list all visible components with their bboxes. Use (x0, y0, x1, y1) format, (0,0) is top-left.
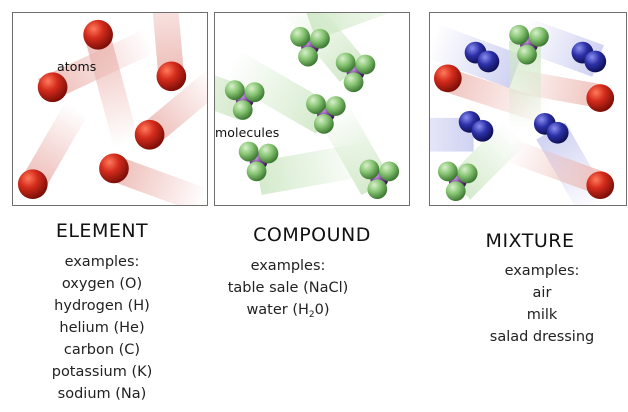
element-examples-heading: examples: (64, 254, 140, 270)
red-atom-icon (37, 72, 68, 103)
compound-examples-heading: examples: (250, 258, 326, 274)
molecules-annotation: molecules (215, 125, 280, 140)
list-item: salad dressing (489, 329, 595, 345)
list-item: table sale (NaCl) (227, 280, 349, 296)
list-item: water (H20) (190, 299, 386, 326)
element-illustration (17, 13, 207, 205)
element-title: ELEMENT (55, 220, 149, 242)
red-atom-icon (156, 61, 187, 92)
mixture-examples-heading: examples: (504, 263, 580, 279)
list-item: hydrogen (H) (54, 298, 150, 314)
list-item: sodium (Na) (57, 386, 147, 402)
red-atom-icon (134, 119, 165, 150)
list-item: potassium (K) (51, 364, 153, 380)
red-atom-icon (83, 19, 113, 50)
list-item: oxygen (O) (61, 276, 143, 292)
red-atom-icon (586, 84, 615, 112)
red-atom-icon (17, 169, 48, 200)
list-item: helium (He) (59, 320, 145, 336)
red-atom-icon (99, 153, 129, 184)
element-panel: atoms (12, 12, 208, 206)
element-examples: examples: oxygen (O) hydrogen (H) helium… (12, 251, 192, 405)
water-subscript: 2 (308, 310, 315, 320)
mixture-illustration (430, 18, 615, 205)
compound-examples: examples: table sale (NaCl) water (H20) (190, 255, 386, 326)
compound-illustration (215, 13, 409, 200)
compound-panel: molecules (214, 12, 410, 206)
list-item: carbon (C) (63, 342, 141, 358)
red-atom-icon (433, 64, 462, 93)
mixture-panel (429, 12, 627, 206)
atoms-annotation: atoms (57, 59, 97, 74)
mixture-title: MIXTURE (485, 230, 575, 252)
list-item: air (532, 285, 552, 301)
mixture-examples: examples: air milk salad dressing (444, 260, 628, 348)
water-label: water (H (246, 302, 309, 318)
compound-title: COMPOUND (253, 224, 371, 246)
red-atom-icon (586, 171, 615, 200)
water-label-end: 0) (314, 302, 330, 318)
list-item: milk (526, 307, 558, 323)
